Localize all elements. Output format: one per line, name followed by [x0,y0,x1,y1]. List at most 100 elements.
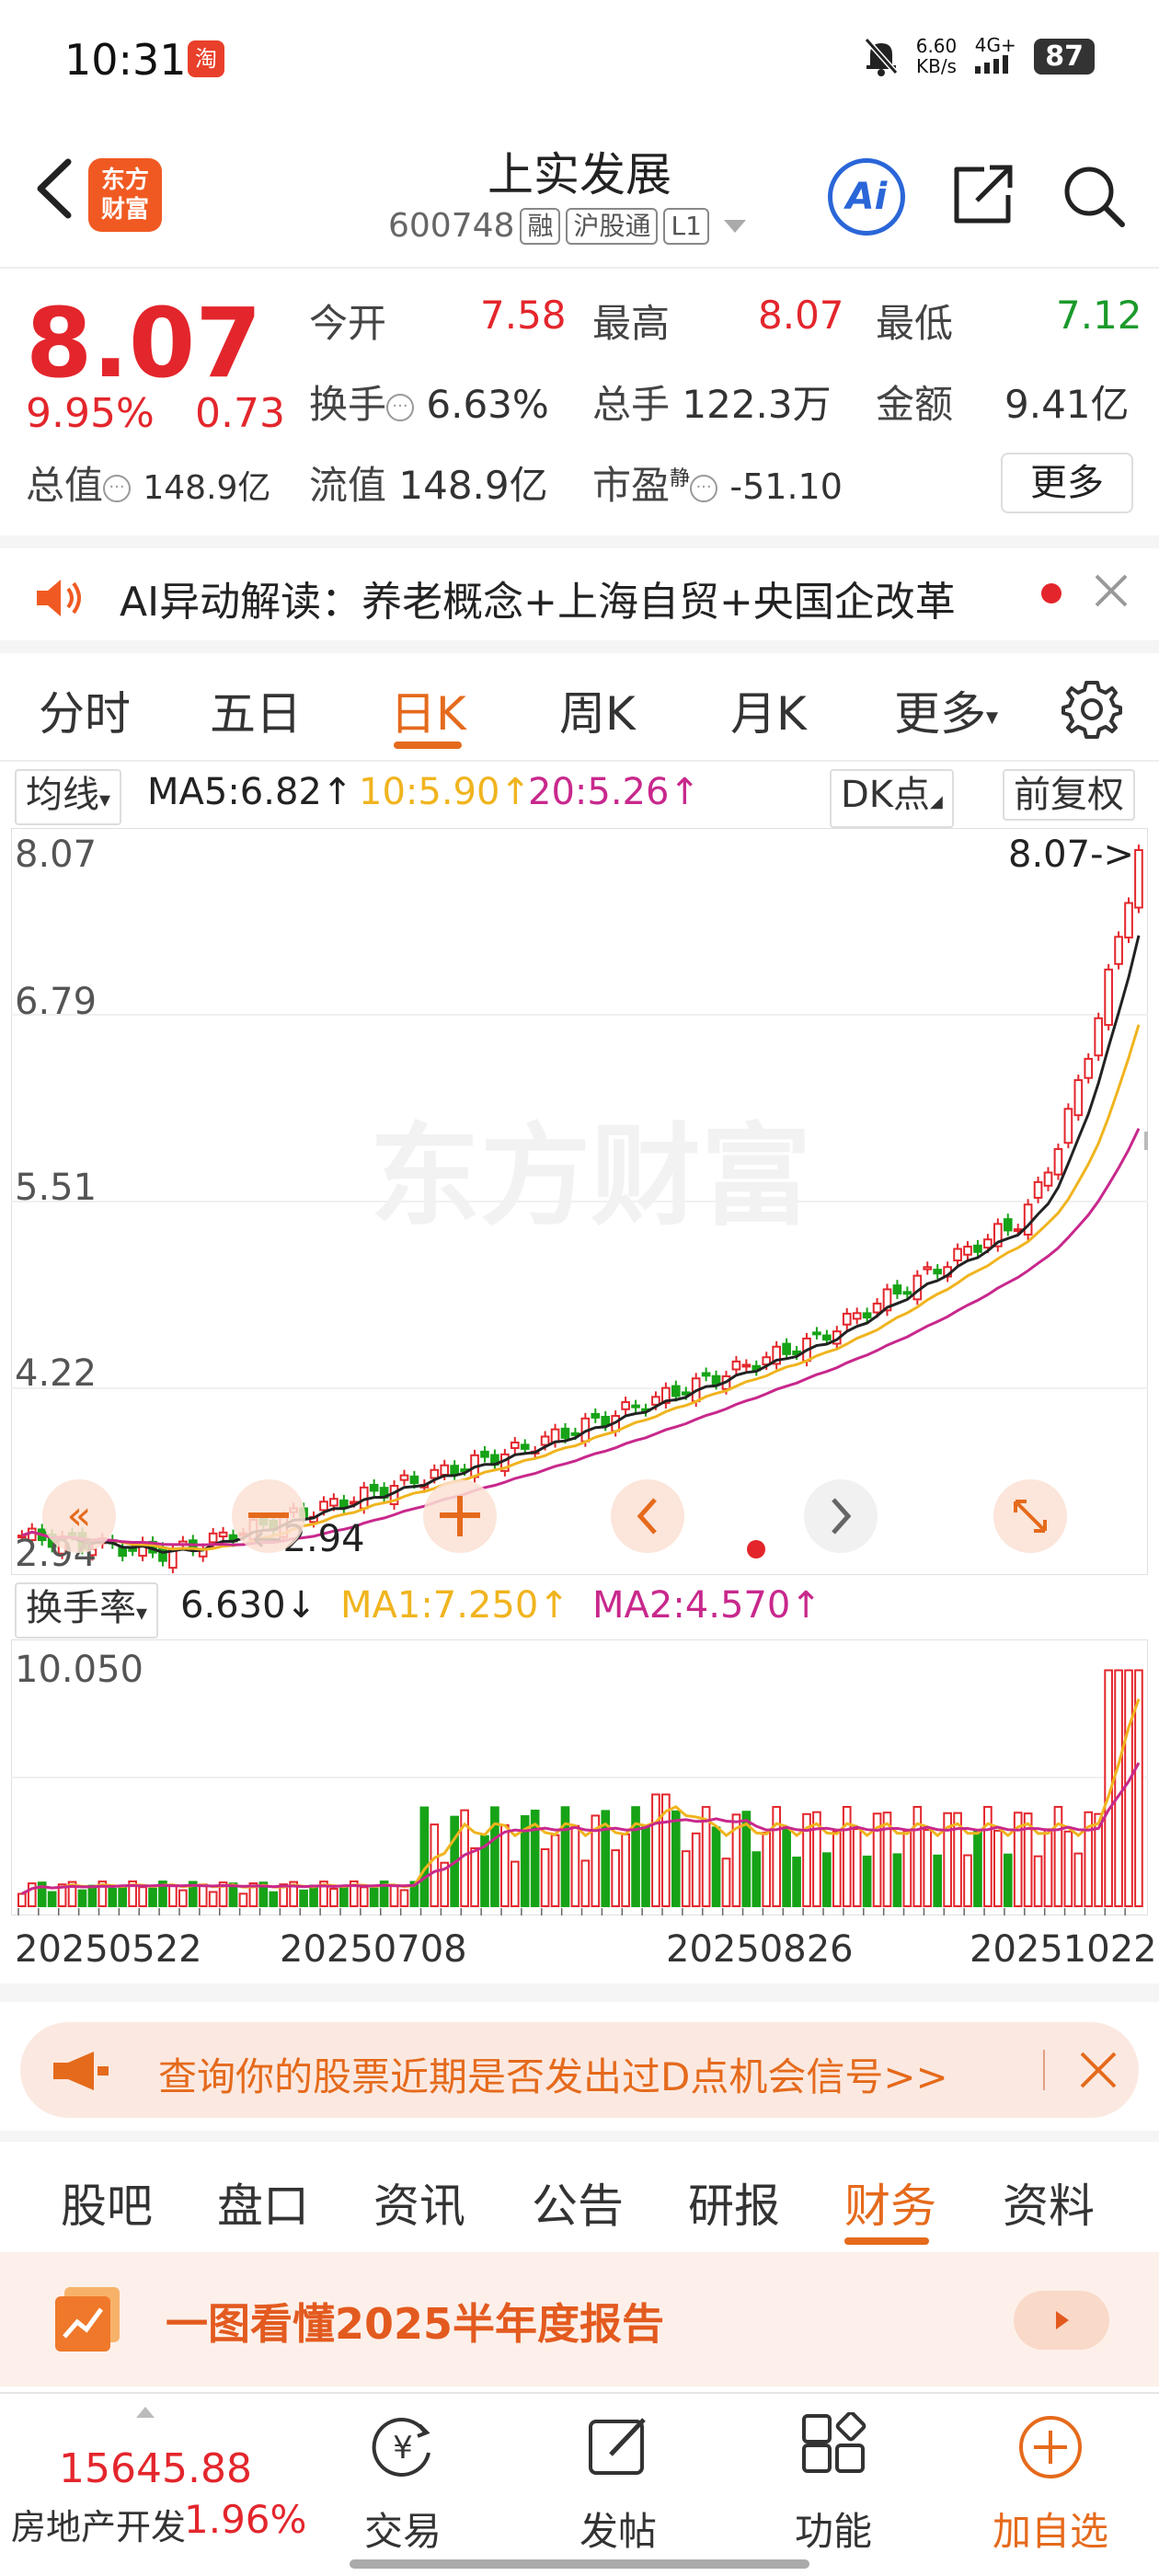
ai-insight-bar[interactable]: AI异动解读：养老概念+上海自贸+央国企改革 [0,548,1159,640]
dk-point-button[interactable]: DK点◢ [830,769,954,828]
turnover-bar [822,1852,832,1908]
turnover-bar [1073,1852,1084,1908]
nav-functions[interactable]: 功能 [760,2412,907,2557]
tab-weekly-k[interactable]: 周K [559,687,636,741]
dk-signal-banner[interactable]: 查询你的股票近期是否发出过D点机会信号>> [20,2022,1139,2118]
arrow-down-icon: ↓ [285,1584,317,1627]
indicator-selector[interactable]: 换手率▾ [15,1582,159,1639]
tab-announcements[interactable]: 公告 [532,2179,624,2233]
zoom-out-button[interactable] [232,1479,305,1553]
active-tab-underline [394,742,462,749]
nav-trade[interactable]: ¥ 交易 [329,2412,476,2557]
kline-chart[interactable]: 东方财富 8.07 6.79 5.51 4.22 2.94 8.07-> ←2.… [11,828,1148,1575]
turnover-bar [27,1882,37,1907]
sector-index-name[interactable]: 房地产开发 [11,2507,187,2547]
zoom-in-button[interactable] [423,1479,497,1553]
trade-yen-icon: ¥ [372,2418,430,2477]
info-circle-icon[interactable]: ··· [386,393,415,421]
tab-financials[interactable]: 财务 [844,2179,936,2233]
candle-body [1134,849,1143,909]
close-icon[interactable] [1078,2050,1119,2090]
turnover-bar [1003,1853,1013,1908]
scroll-left-button[interactable] [611,1479,684,1553]
adjust-mode-button[interactable]: 前复权 [1003,769,1135,821]
nav-post[interactable]: 发帖 [545,2412,692,2557]
turnover-bar [570,1824,580,1908]
info-circle-icon[interactable]: ··· [690,474,718,502]
amount-field: 金额 9.41亿 [876,374,1130,430]
volume-label: 总手 [592,382,671,427]
close-icon[interactable] [1091,570,1131,611]
tab-guba[interactable]: 股吧 [61,2179,153,2233]
candle-body [822,1334,832,1341]
ai-assistant-icon[interactable]: Ai [828,158,905,236]
candle-body [872,1302,882,1314]
candle-body [601,1415,611,1427]
candle-body [741,1363,752,1368]
section-gap [0,640,1159,653]
expand-up-icon[interactable] [136,2407,155,2418]
eastmoney-logo[interactable]: 东方 财富 [88,158,162,232]
candle-body [912,1274,923,1301]
candle-body [1094,1017,1104,1057]
back-arrow-icon[interactable] [28,156,83,221]
y-label-3: 5.51 [15,1167,97,1209]
quote-more-button[interactable]: 更多 [1001,453,1133,513]
sector-index-value[interactable]: 15645.88 [59,2445,252,2492]
gear-icon[interactable] [1061,679,1122,740]
turnover-bar [118,1886,128,1907]
tab-news[interactable]: 资讯 [373,2179,465,2233]
candle-body [731,1360,741,1371]
ma10-readout: 10:5.90↑ [359,771,531,813]
tab-more-label: 更多 [894,687,986,741]
share-icon[interactable] [947,160,1017,230]
search-icon[interactable] [1058,160,1128,230]
candle-body [842,1312,852,1326]
scroll-right-button[interactable] [804,1479,878,1553]
nav-add-watchlist[interactable]: 加自选 [977,2412,1124,2557]
tab-five-day[interactable]: 五日 [210,687,302,741]
fullscreen-button[interactable] [993,1479,1067,1553]
turnover-bar [1033,1855,1043,1907]
date-label-1: 20250522 [15,1928,202,1971]
candle-body [540,1435,550,1446]
turnover-bar [731,1813,741,1907]
candle-body [631,1404,640,1409]
ma2-readout: MA2:4.570↑ [592,1584,821,1627]
turnover-bar [299,1889,308,1908]
ma-selector[interactable]: 均线▾ [15,769,122,825]
logo-line-2: 财富 [100,196,149,224]
turnover-chart[interactable]: 10.050 [11,1639,1148,1915]
turnover-bar [621,1833,630,1907]
report-bar[interactable]: 一图看懂2025半年度报告 [0,2252,1159,2386]
mktcap-value: 148.9亿 [143,469,271,507]
ma20-line [21,1128,1141,1547]
expand-icon [1014,1500,1047,1533]
high-value: 8.07 [758,293,844,338]
price-pointer: 8.07-> [1008,834,1134,876]
scroll-left-fast-button[interactable]: « [42,1479,116,1553]
turnover-ma2-line [21,1762,1141,1895]
tab-monthly-k[interactable]: 月K [730,687,807,741]
report-open-button[interactable] [1014,2291,1109,2350]
stock-code-row[interactable]: 600748 融 沪股通 L1 [388,207,746,245]
tab-intraday[interactable]: 分时 [39,687,131,741]
net-speed-unit: KB/s [915,55,957,77]
turnover-bar [1063,1830,1073,1907]
chevron-right-icon [832,1498,852,1535]
tab-daily-k[interactable]: 日K [390,687,466,741]
turnover-bar [741,1811,752,1907]
info-circle-icon[interactable]: ··· [103,474,132,502]
turnover-bar [671,1810,681,1907]
tab-research[interactable]: 研报 [688,2179,780,2233]
svg-text:¥: ¥ [393,2430,413,2467]
tab-order-book[interactable]: 盘口 [217,2179,309,2233]
turnover-bar [520,1815,530,1907]
tab-more[interactable]: 更多▾ [894,677,998,743]
scrub-handle[interactable] [1144,1132,1148,1150]
logo-line-1: 东方 [100,167,149,194]
candle-body [902,1291,912,1295]
tab-profile[interactable]: 资料 [1003,2179,1095,2233]
turnover-bar [47,1891,57,1907]
candle-body [953,1248,962,1262]
